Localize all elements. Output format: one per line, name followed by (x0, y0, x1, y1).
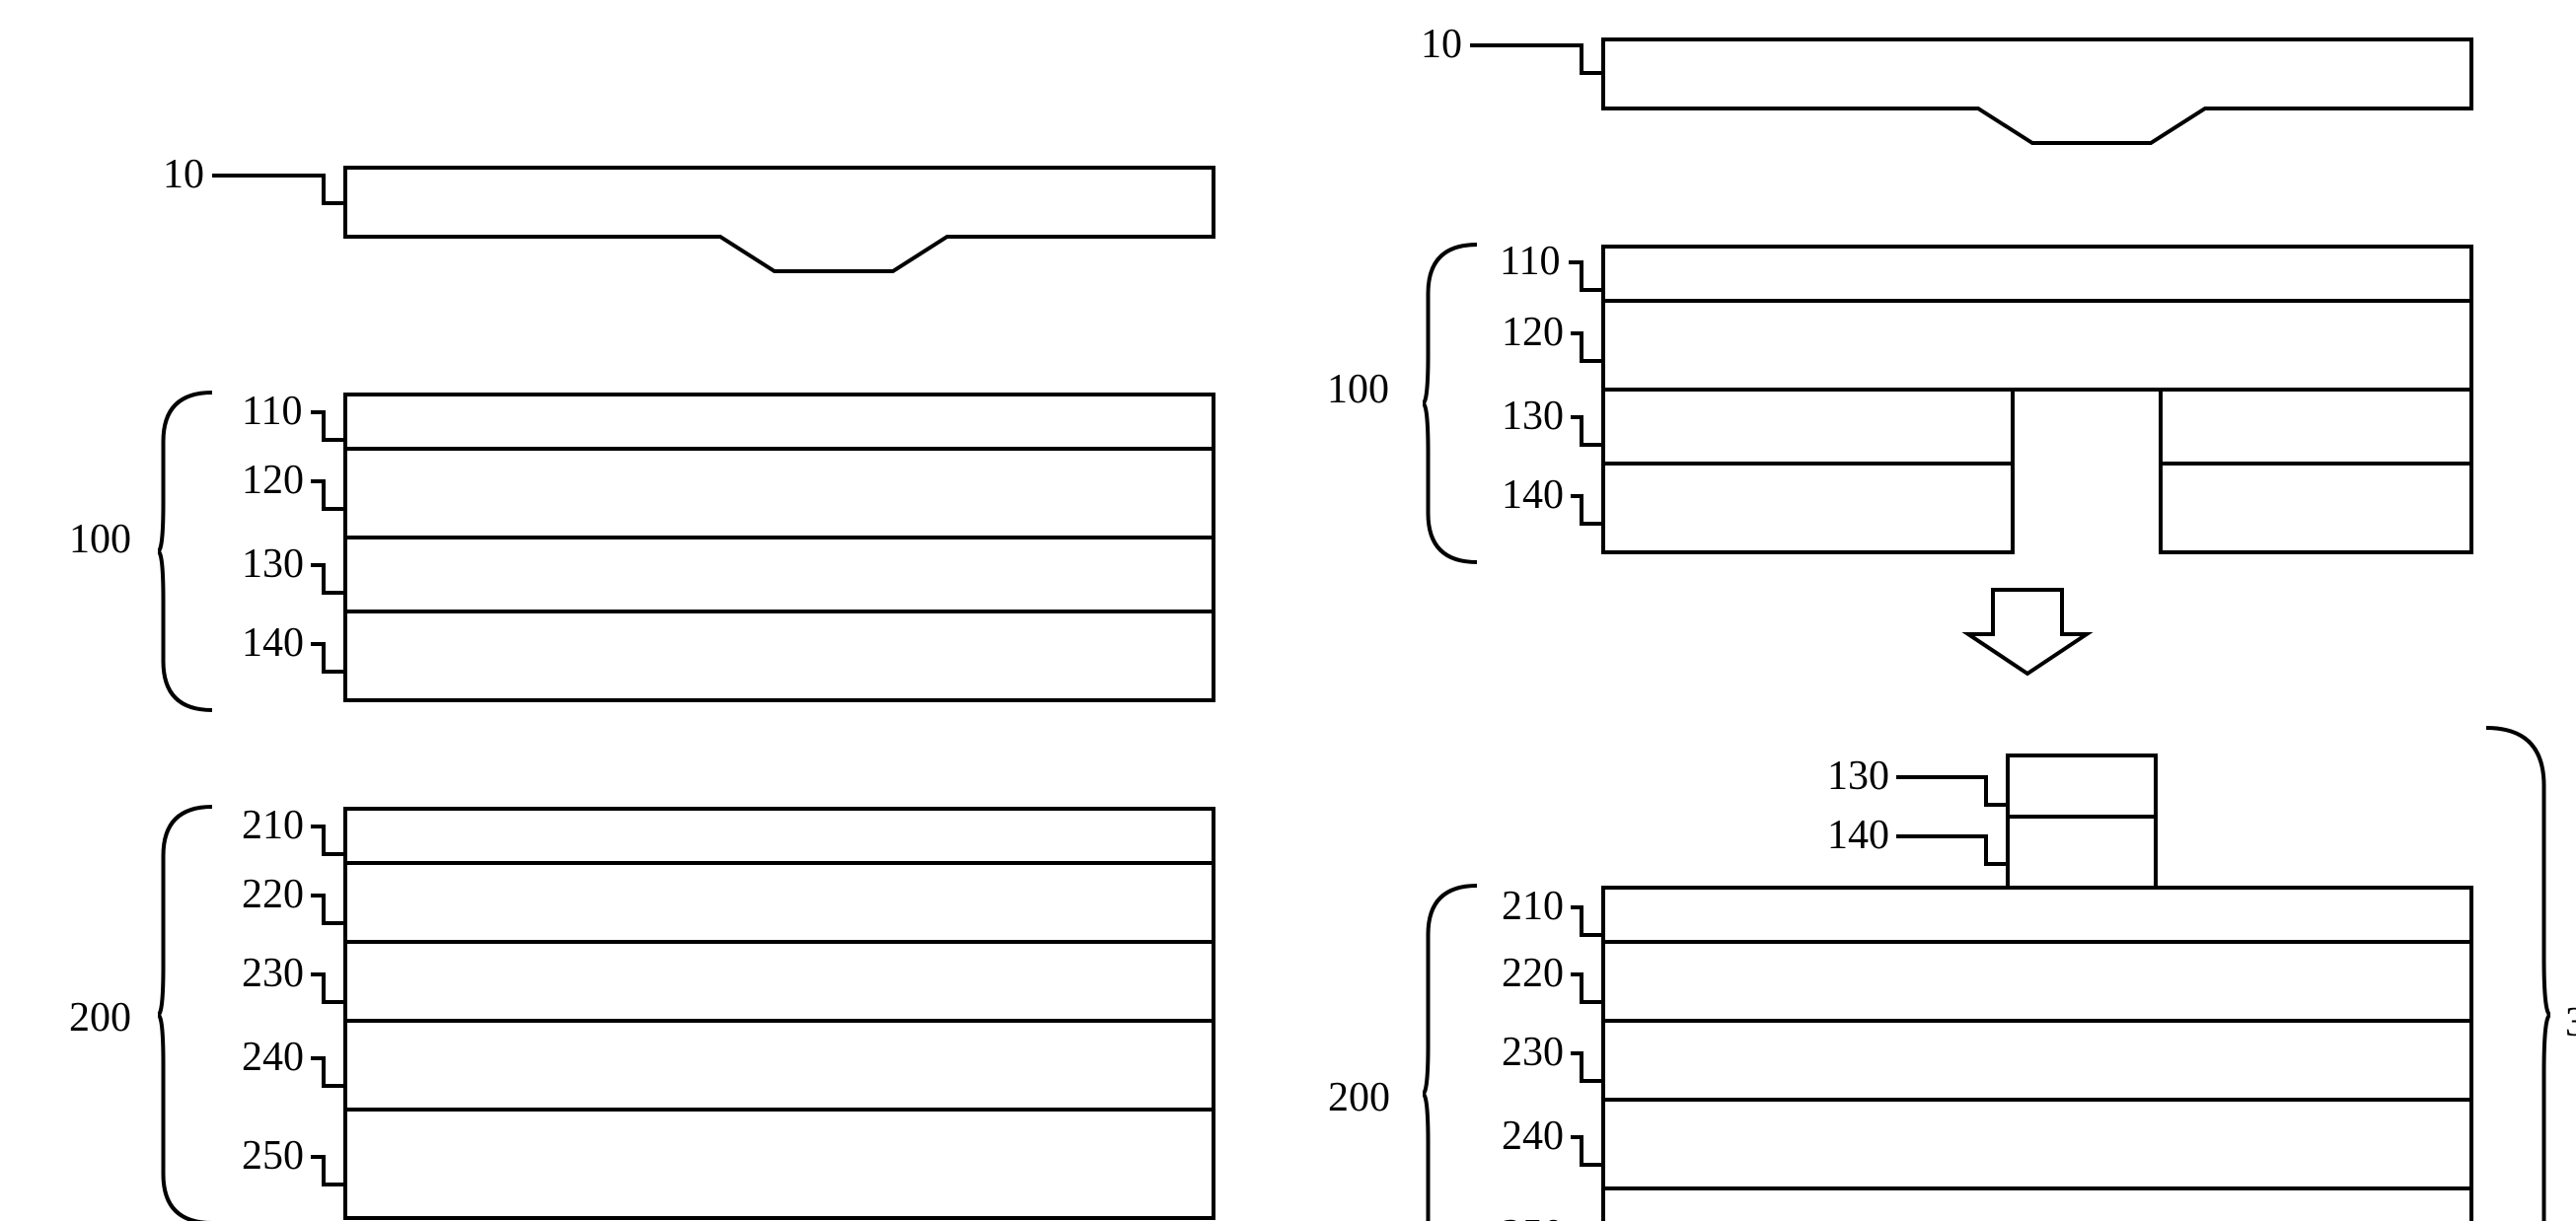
result-leader-130 (1896, 777, 2008, 805)
result-label-220: 220 (1502, 951, 1564, 996)
left-leader-210 (311, 826, 345, 854)
left-label-100: 100 (69, 517, 131, 562)
left-leader-250 (311, 1157, 345, 1185)
process-arrow (1968, 590, 2087, 674)
result-leader-220 (1571, 974, 1603, 1002)
right-leader-120 (1571, 333, 1603, 361)
right-stack100-outline (1603, 247, 2471, 552)
left-leader-110 (311, 412, 345, 440)
right-stamp-10 (1603, 39, 2471, 143)
result-label-300: 300 (2565, 1000, 2576, 1045)
left-label-240: 240 (242, 1035, 304, 1080)
result-label-240: 240 (1502, 1113, 1564, 1159)
right-label-110: 110 (1500, 239, 1560, 284)
left-leader-10 (212, 176, 345, 203)
left-label-220: 220 (242, 872, 304, 917)
left-label-10: 10 (163, 152, 204, 197)
left-leader-130 (311, 565, 345, 593)
left-label-210: 210 (242, 803, 304, 848)
right-label-10: 10 (1421, 22, 1462, 67)
right-leader-130 (1571, 417, 1603, 445)
right-label-100: 100 (1327, 367, 1389, 412)
left-label-140: 140 (242, 620, 304, 666)
right-label-140: 140 (1502, 472, 1564, 518)
result-label-200: 200 (1328, 1075, 1390, 1120)
right-label-120: 120 (1502, 310, 1564, 355)
result-label-250: 250 (1502, 1212, 1564, 1221)
left-brace-200 (158, 807, 212, 1221)
left-label-250: 250 (242, 1133, 304, 1179)
result-piece-outline (2008, 755, 2156, 888)
result-label-230: 230 (1502, 1030, 1564, 1075)
left-leader-220 (311, 896, 345, 923)
left-label-110: 110 (242, 389, 302, 434)
left-label-230: 230 (242, 951, 304, 996)
result-stack200-outline (1603, 888, 2471, 1221)
result-leader-140 (1896, 836, 2008, 864)
result-label-140: 140 (1827, 813, 1889, 858)
left-stamp-10 (345, 168, 1214, 271)
right-leader-140 (1571, 496, 1603, 524)
right-brace-100 (1423, 245, 1477, 562)
result-label-210: 210 (1502, 884, 1564, 929)
result-leader-210 (1571, 907, 1603, 935)
left-label-130: 130 (242, 541, 304, 587)
result-leader-240 (1571, 1137, 1603, 1165)
left-label-120: 120 (242, 458, 304, 503)
right-leader-110 (1569, 262, 1603, 290)
result-label-130: 130 (1827, 754, 1889, 799)
left-label-200: 200 (69, 995, 131, 1041)
right-leader-10 (1470, 45, 1603, 73)
result-brace-300 (2486, 728, 2550, 1221)
left-leader-120 (311, 481, 345, 509)
left-brace-100 (158, 393, 212, 710)
left-leader-240 (311, 1058, 345, 1086)
left-leader-140 (311, 644, 345, 672)
result-leader-230 (1571, 1053, 1603, 1081)
left-leader-230 (311, 974, 345, 1002)
left-stack100-outline (345, 395, 1214, 700)
result-brace-200 (1423, 886, 1477, 1221)
right-label-130: 130 (1502, 394, 1564, 439)
left-stack200-outline (345, 809, 1214, 1218)
